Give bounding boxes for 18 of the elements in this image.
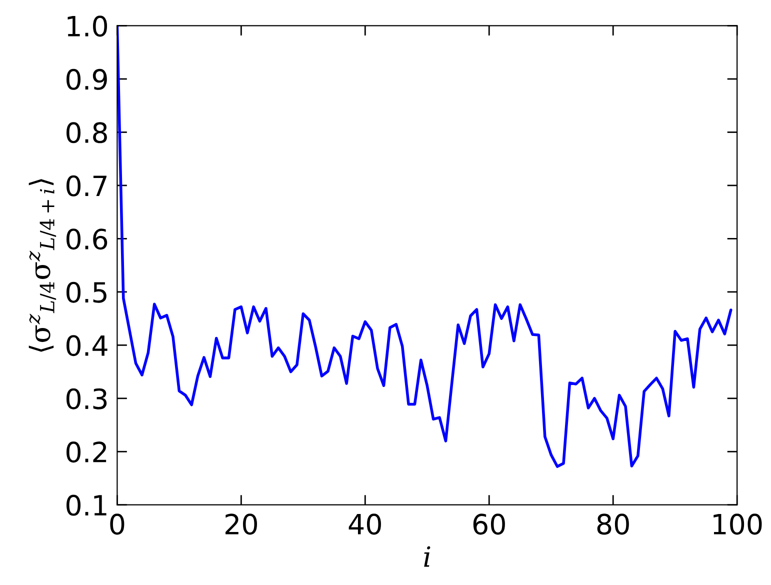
y-tick-label: 0.3: [66, 388, 107, 410]
x-tick-label: 80: [597, 514, 629, 535]
x-axis-title: i: [424, 546, 430, 567]
y-tick-label: 0.5: [66, 282, 106, 303]
y-tick-label: 0.9: [66, 68, 107, 90]
x-tick-label: 20: [226, 514, 257, 535]
y-tick-label: 1.0: [68, 16, 108, 37]
y-tick-label: 0.1: [66, 494, 106, 516]
x-tick-label: 100: [714, 514, 762, 535]
y-tick-label: 0.8: [66, 122, 107, 144]
y-tick-label: 0.2: [66, 442, 106, 463]
y-axis-title: ⟨σ$^{z}$$_{L/4}$σ$^{z}$$_{L/4+i}$⟩: [28, 179, 56, 352]
x-tick-label: 40: [348, 514, 381, 535]
x-tick-label: 60: [473, 514, 505, 535]
x-tick-label: 0: [110, 514, 124, 535]
y-tick-label: 0.4: [66, 335, 108, 356]
y-tick-label: 0.7: [66, 175, 106, 196]
y-tick-label: 0.6: [66, 228, 108, 250]
